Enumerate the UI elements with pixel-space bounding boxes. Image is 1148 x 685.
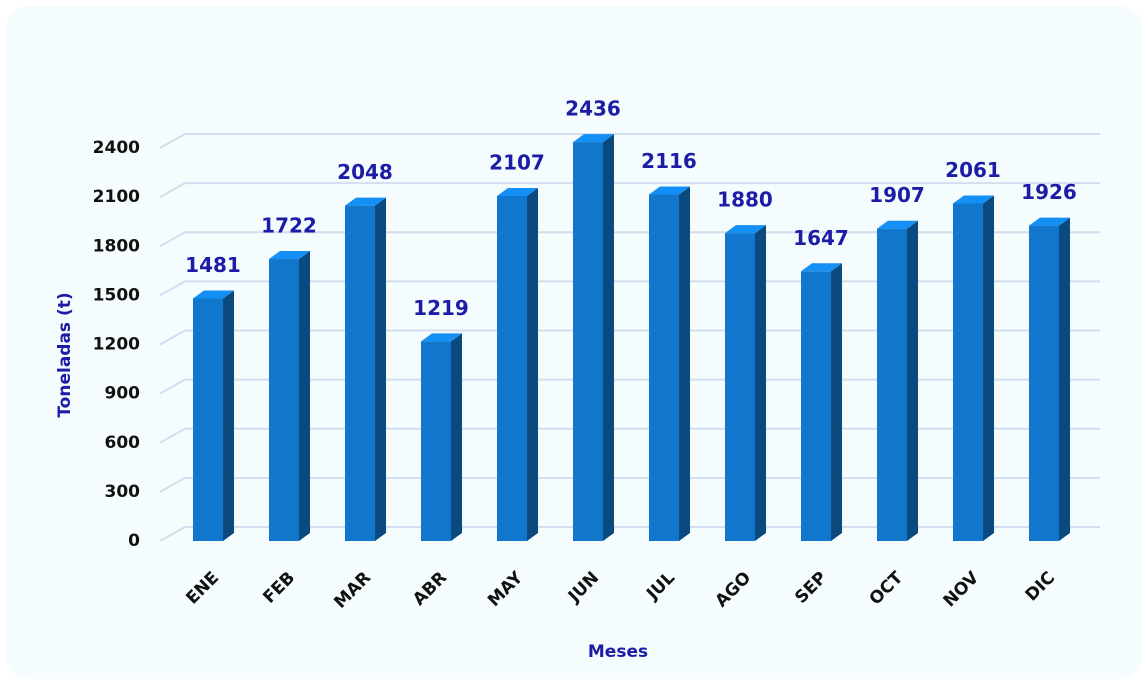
grid-line	[159, 133, 1100, 149]
x-tick-label: ENE	[182, 568, 223, 609]
bar-side	[679, 186, 690, 541]
bar	[345, 205, 375, 541]
bar-top	[421, 333, 462, 342]
bar	[193, 298, 223, 541]
grid-line	[159, 231, 1100, 248]
y-tick-label: 1800	[93, 236, 140, 256]
value-label: 2116	[641, 149, 697, 173]
grid-line	[159, 526, 1100, 542]
bar	[649, 194, 679, 541]
y-tick-label: 900	[105, 384, 141, 404]
bar-top	[953, 195, 994, 204]
x-tick-label: DIC	[1022, 568, 1059, 605]
bar-side	[223, 290, 234, 541]
x-tick-label: OCT	[866, 568, 908, 610]
x-tick-label: JUL	[642, 568, 679, 605]
value-label: 1907	[869, 183, 925, 207]
x-tick-label: AGO	[712, 568, 756, 612]
x-tick-label: SEP	[791, 568, 831, 608]
grid-line	[159, 182, 1100, 198]
y-tick-label: 0	[128, 531, 140, 551]
value-label: 1722	[261, 214, 317, 238]
value-label: 2061	[945, 158, 1001, 182]
bar	[421, 341, 451, 541]
value-label: 2048	[337, 160, 393, 184]
x-tick-label: MAY	[484, 567, 527, 610]
bar	[725, 233, 755, 541]
y-tick-label: 300	[105, 482, 141, 502]
x-tick-label: MAR	[330, 568, 375, 613]
x-tick-label: JUN	[564, 568, 603, 607]
value-label: 2436	[565, 97, 621, 121]
bar-top	[193, 290, 234, 299]
y-tick-label: 1500	[93, 285, 140, 305]
y-axis-title: Toneladas (t)	[55, 292, 75, 417]
bar-top	[1029, 217, 1070, 226]
bar	[877, 228, 907, 541]
y-tick-label: 600	[105, 433, 141, 453]
bar-side	[983, 195, 994, 542]
bar-side	[755, 225, 766, 541]
bar	[1029, 225, 1059, 541]
value-label: 1647	[793, 226, 849, 250]
grid-line	[159, 329, 1100, 346]
bar-top	[877, 220, 918, 229]
bar-top	[649, 186, 690, 195]
x-axis-title: Meses	[588, 642, 648, 662]
grid-line	[159, 280, 1100, 297]
bar	[269, 259, 299, 541]
x-tick-label: FEB	[259, 568, 299, 608]
value-label: 1481	[185, 253, 241, 277]
bar-top	[269, 251, 310, 260]
bar-side	[831, 263, 842, 541]
x-tick-label: NOV	[940, 567, 984, 611]
bar-side	[299, 251, 310, 541]
bar-side	[527, 187, 538, 541]
bar-side	[375, 197, 386, 541]
bar-top	[725, 225, 766, 234]
value-label: 1926	[1021, 180, 1077, 204]
bar-top	[345, 197, 386, 206]
bar-side	[907, 220, 918, 541]
x-tick-label: ABR	[409, 568, 451, 610]
y-tick-label: 2100	[93, 187, 140, 207]
bar	[801, 271, 831, 541]
bar-side	[451, 333, 462, 541]
bar-top	[801, 263, 842, 272]
grid-line	[159, 378, 1100, 395]
y-tick-label: 1200	[93, 335, 140, 355]
value-label: 2107	[489, 150, 545, 174]
value-label: 1219	[413, 296, 469, 320]
grid-line	[159, 427, 1100, 444]
bar	[497, 195, 527, 541]
bar-top	[497, 187, 538, 196]
grid-line	[159, 476, 1100, 493]
bar-side	[603, 134, 614, 542]
value-label: 1880	[717, 188, 773, 212]
bar-side	[1059, 217, 1070, 541]
bar-top	[573, 134, 614, 143]
bar	[953, 203, 983, 542]
y-tick-label: 2400	[93, 138, 140, 158]
bar	[573, 142, 603, 542]
